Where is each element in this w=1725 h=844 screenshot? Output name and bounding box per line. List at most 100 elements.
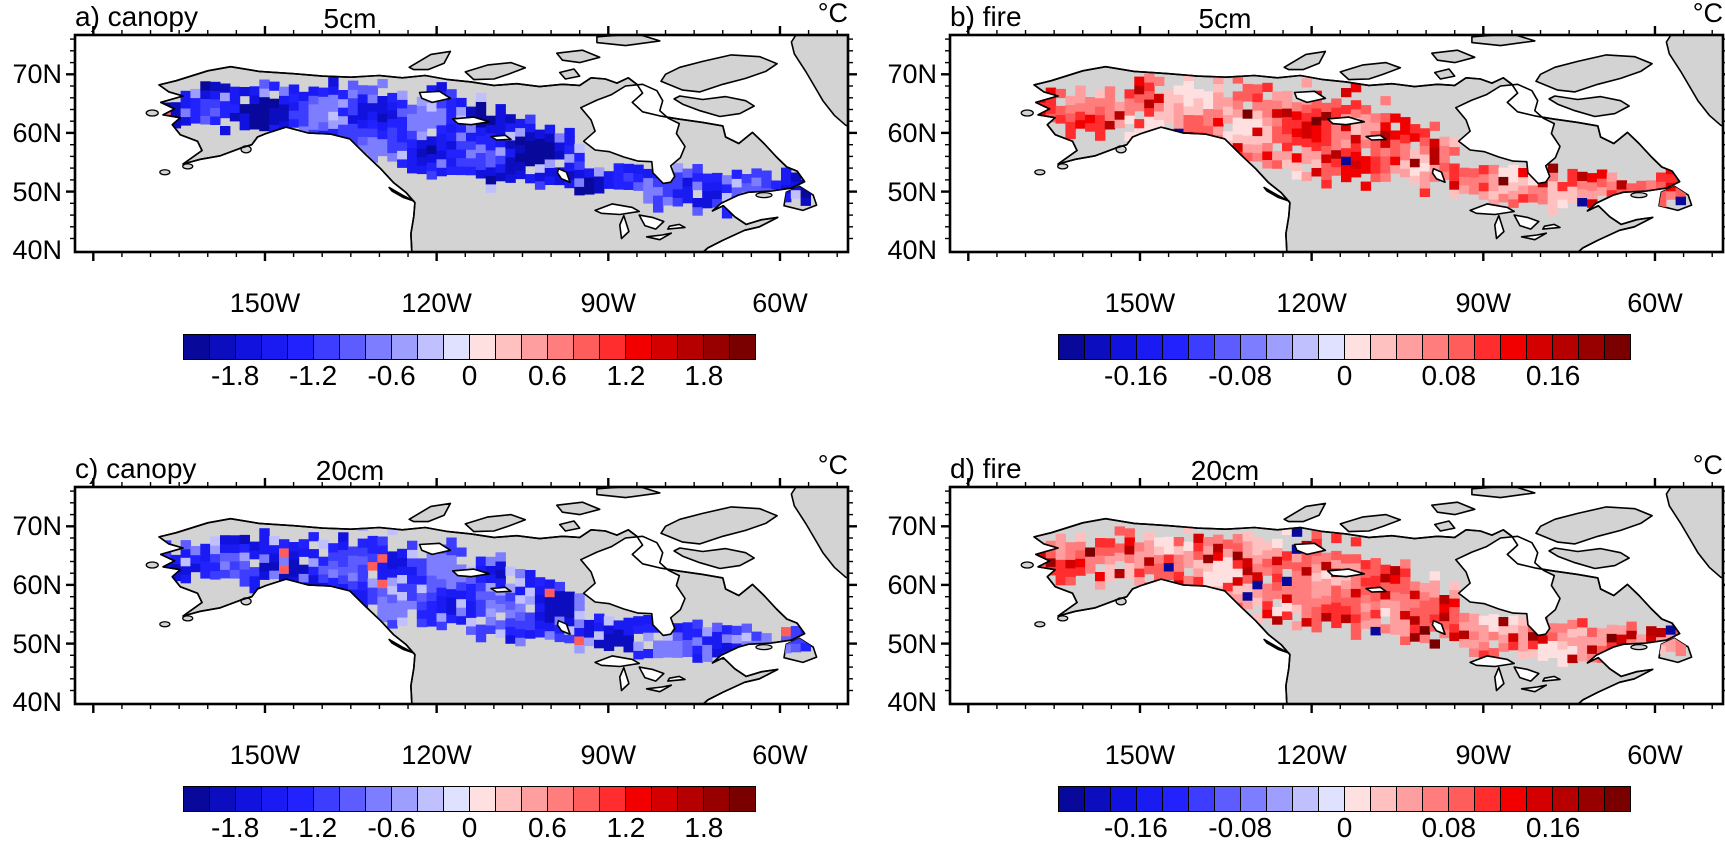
colorbar-segment (417, 786, 444, 812)
colorbar-segment (1136, 786, 1163, 812)
lake (638, 666, 665, 682)
colorbar-segment (1240, 334, 1267, 360)
unit-label: °C (817, 0, 848, 28)
lake (1365, 586, 1387, 593)
colorbar (183, 334, 756, 360)
lake (1469, 203, 1515, 216)
lon-tick-label: 150W (1104, 740, 1176, 770)
island (673, 95, 755, 118)
coastline (1033, 65, 1681, 252)
colorbar-tick-label: 1.8 (684, 812, 724, 843)
map-svg-c (66, 478, 857, 713)
lon-tick-label: 60W (752, 740, 808, 770)
lake (451, 568, 491, 578)
map-canvas (941, 478, 1725, 713)
colorbar-segment (1266, 786, 1293, 812)
island (556, 49, 601, 64)
colorbar-segment (625, 786, 652, 812)
small-island (1630, 643, 1648, 651)
colorbar-segment (339, 334, 366, 360)
island (790, 487, 848, 579)
colorbar-tick-label: 0.6 (527, 360, 567, 391)
colorbar-segment (1474, 334, 1501, 360)
lon-tick-label: 150W (1104, 288, 1176, 318)
colorbar-tick-label: 0 (1336, 812, 1353, 843)
island (1535, 506, 1653, 545)
colorbar-segment (1500, 334, 1527, 360)
lake (594, 655, 640, 668)
colorbar-segment (1448, 786, 1475, 812)
colorbar-segment (313, 334, 340, 360)
lake (556, 619, 571, 635)
island (1548, 547, 1630, 570)
colorbar-segment (391, 334, 418, 360)
small-island (1034, 621, 1046, 628)
colorbar-segment (1318, 786, 1345, 812)
colorbar-segment (1370, 334, 1397, 360)
lat-tick-label: 60N (12, 569, 62, 600)
island (1431, 501, 1476, 516)
island (1283, 50, 1327, 71)
lat-tick-label: 40N (887, 235, 937, 266)
small-island (1057, 163, 1069, 170)
colorbar-segment (1084, 786, 1111, 812)
colorbar-segment (1214, 334, 1241, 360)
island (1665, 487, 1723, 579)
colorbar-segment (1422, 334, 1449, 360)
colorbar-segment (573, 334, 600, 360)
axis-ticks (66, 478, 857, 713)
map-frame-border (73, 33, 850, 254)
lake (1293, 90, 1327, 104)
lake (1469, 655, 1515, 668)
lon-tick-label: 90W (1455, 740, 1512, 770)
lake (490, 586, 512, 593)
island (1433, 68, 1456, 80)
map-canvas (66, 478, 857, 713)
panel-title: b) fire (950, 1, 1022, 32)
panel-d-fire-20cm: d) fire 20cm °C 70N 60N 50N 40N 150W 120W 90W… (875, 450, 1725, 844)
island (1535, 54, 1653, 93)
colorbar-segment (365, 334, 392, 360)
lake (1365, 134, 1387, 141)
unit-label: °C (1692, 0, 1723, 28)
lake (619, 666, 630, 692)
small-island (145, 109, 159, 117)
lake (594, 203, 640, 216)
colorbar-segment (1344, 334, 1371, 360)
lat-tick-label: 70N (12, 59, 62, 90)
colorbar-tick-label: -1.2 (288, 360, 338, 391)
colorbar-segment (1188, 786, 1215, 812)
colorbar-segment (1240, 786, 1267, 812)
island (660, 54, 778, 93)
colorbar (1058, 334, 1631, 360)
colorbar-segment (209, 786, 236, 812)
colorbar-segment (1344, 786, 1371, 812)
colorbar-segment (703, 786, 730, 812)
panel-title: d) fire (950, 453, 1022, 484)
colorbar (1058, 786, 1631, 812)
small-island (755, 191, 773, 199)
lake (1326, 568, 1366, 578)
lat-tick-label: 40N (12, 235, 62, 266)
lon-tick-label: 90W (580, 740, 637, 770)
island (464, 513, 527, 533)
colorbar-segment (547, 786, 574, 812)
colorbar-segment (547, 334, 574, 360)
colorbar-segment (209, 334, 236, 360)
lake (667, 223, 686, 230)
panel-b-fire-5cm: b) fire 5cm °C 70N 60N 50N 40N 150W 120W 90W 6… (875, 0, 1725, 392)
colorbar-tick-label: 0 (461, 360, 478, 391)
coastline (158, 517, 806, 704)
hudson-bay (580, 83, 686, 185)
lon-tick-label: 60W (1627, 740, 1683, 770)
island (1263, 638, 1290, 654)
colorbar-segment (261, 334, 288, 360)
hudson-bay (1455, 83, 1561, 185)
colorbar-tick-label: -0.6 (367, 360, 416, 391)
lake (1494, 666, 1505, 692)
anomaly-cells (159, 67, 811, 219)
lake (638, 214, 665, 230)
colorbar-segment (235, 786, 262, 812)
small-island (1034, 169, 1046, 176)
